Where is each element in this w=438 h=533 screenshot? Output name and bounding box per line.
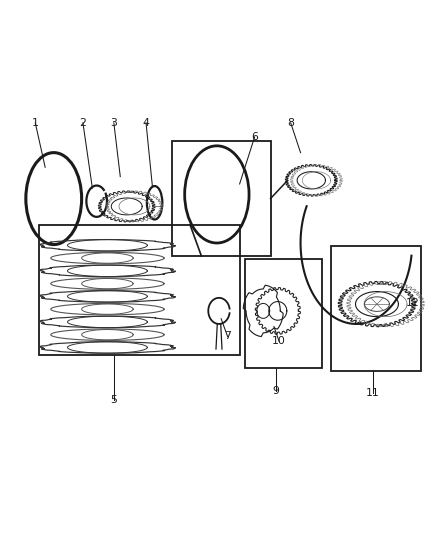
Bar: [39, 225, 240, 356]
Text: 5: 5: [110, 395, 117, 405]
Text: 8: 8: [287, 118, 294, 128]
Bar: [331, 246, 421, 371]
Text: 9: 9: [272, 386, 279, 396]
Text: 2: 2: [79, 118, 86, 128]
Text: 10: 10: [272, 336, 286, 346]
Text: 6: 6: [251, 132, 258, 142]
Text: 1: 1: [32, 118, 39, 128]
Text: 11: 11: [366, 388, 380, 398]
Bar: [172, 141, 271, 256]
Bar: [245, 259, 322, 368]
Text: 4: 4: [143, 118, 149, 128]
Text: 7: 7: [224, 332, 231, 342]
Text: 12: 12: [405, 298, 419, 308]
Text: 3: 3: [110, 118, 117, 128]
